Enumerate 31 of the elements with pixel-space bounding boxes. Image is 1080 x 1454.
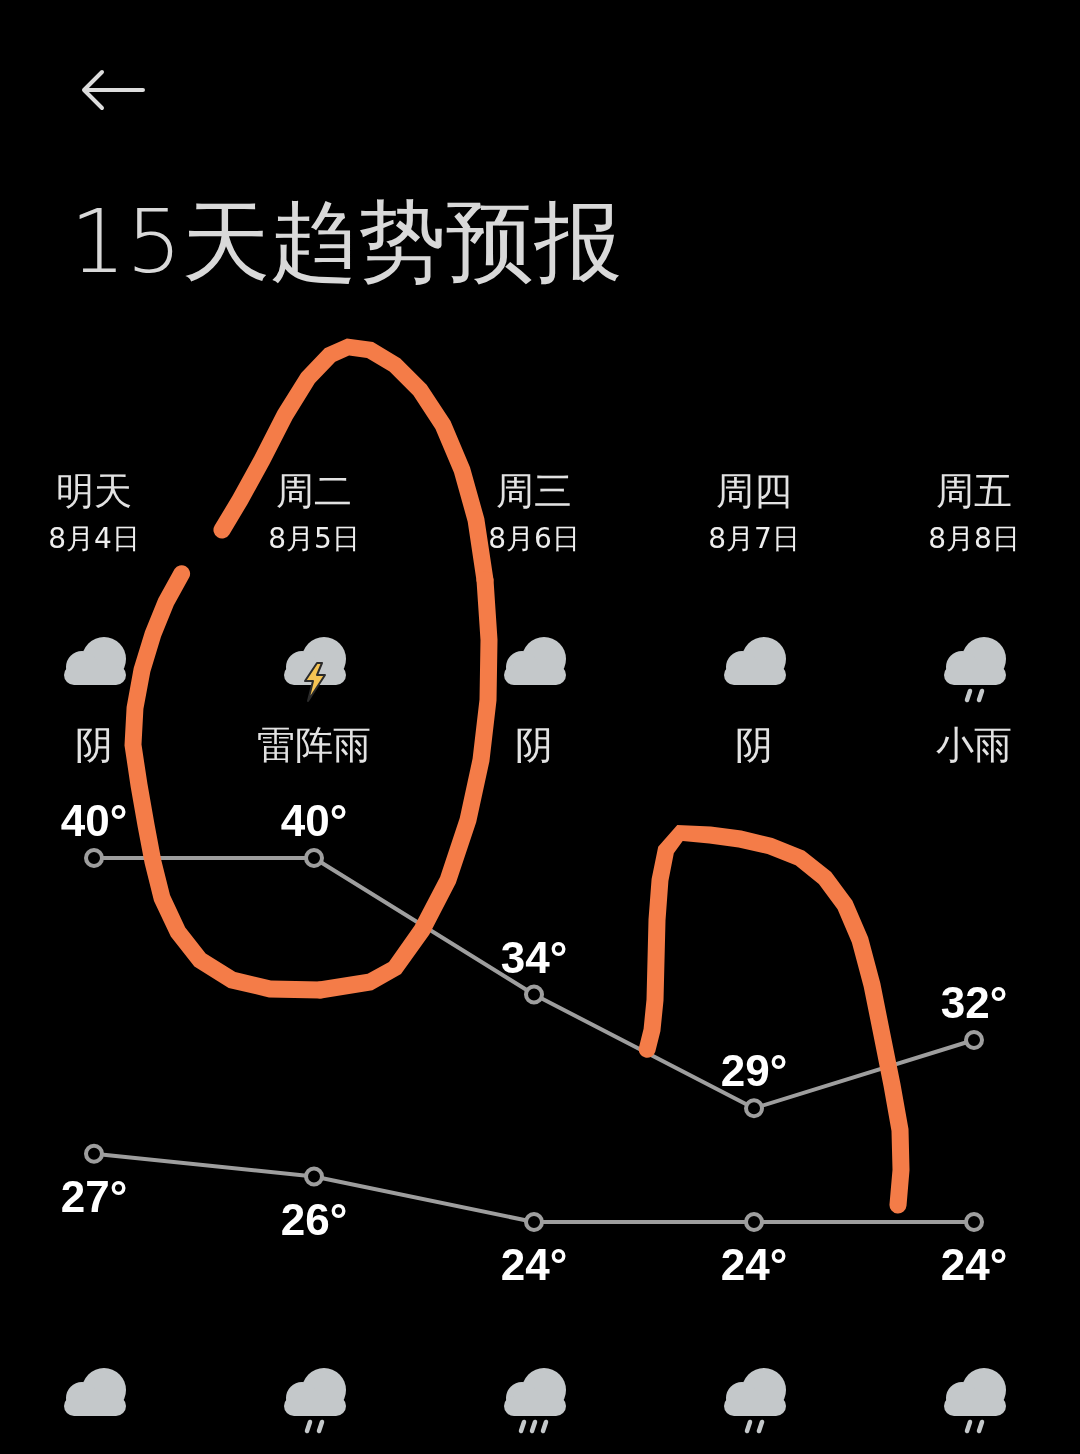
x-tick-label: 周四 8月7日 bbox=[707, 468, 801, 557]
x-tick-label: 明天 8月4日 bbox=[47, 468, 141, 557]
data-label: 24° bbox=[720, 1240, 788, 1289]
text: 阴 bbox=[74, 722, 114, 768]
point bbox=[524, 984, 544, 1005]
text: 雷阵雨 bbox=[256, 722, 372, 768]
point bbox=[744, 1098, 764, 1119]
data-label: 27° bbox=[60, 1171, 128, 1221]
data-label: 26° bbox=[280, 1194, 348, 1244]
point bbox=[304, 1166, 324, 1187]
point bbox=[304, 848, 324, 868]
data-label: 29° bbox=[720, 1046, 788, 1096]
point bbox=[964, 1030, 984, 1050]
point bbox=[964, 1212, 984, 1232]
data-label: 40° bbox=[280, 796, 348, 845]
data-label: 32° bbox=[940, 978, 1008, 1027]
data-label: 24° bbox=[500, 1240, 568, 1289]
text: 阴 bbox=[514, 722, 554, 768]
x-tick-label: 周二 8月5日 bbox=[267, 468, 361, 557]
x-tick-label: 周五 8月8日 bbox=[927, 468, 1021, 557]
point bbox=[84, 1143, 104, 1164]
data-label: 34° bbox=[500, 932, 568, 982]
point bbox=[744, 1212, 764, 1232]
point bbox=[524, 1212, 544, 1232]
point bbox=[84, 848, 104, 868]
data-label: 40° bbox=[60, 796, 128, 845]
data-label: 24° bbox=[940, 1240, 1008, 1289]
text: 小雨 bbox=[935, 722, 1013, 768]
chart-title: 15天趋势预报 bbox=[70, 190, 622, 293]
x-tick-label: 周三 8月6日 bbox=[487, 468, 581, 557]
text: 阴 bbox=[734, 722, 774, 768]
